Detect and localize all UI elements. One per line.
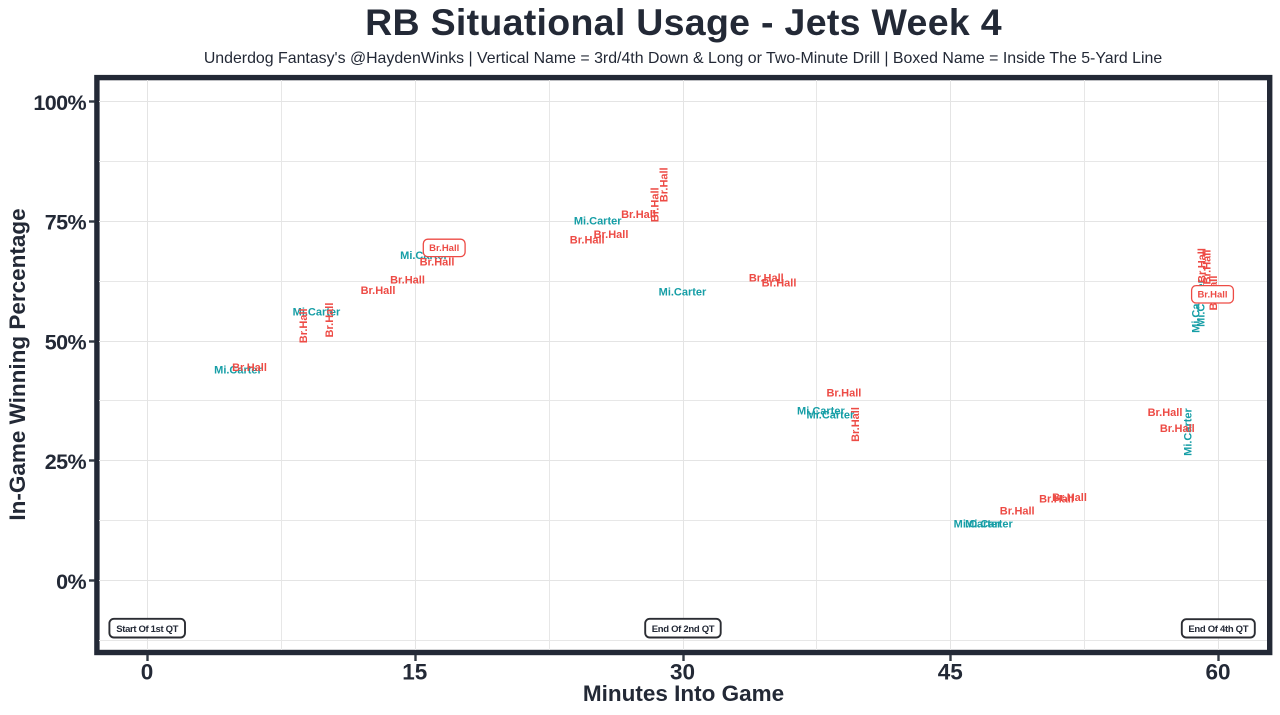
svg-text:Mi.Carter: Mi.Carter	[965, 519, 1013, 531]
svg-text:Br.Hall: Br.Hall	[594, 229, 629, 241]
svg-text:45: 45	[938, 659, 963, 684]
svg-text:Br.Hall: Br.Hall	[298, 308, 310, 343]
svg-text:Br.Hall: Br.Hall	[324, 303, 336, 338]
svg-text:100%: 100%	[33, 91, 86, 115]
svg-text:0%: 0%	[56, 570, 86, 594]
svg-text:Underdog Fantasy's @HaydenWink: Underdog Fantasy's @HaydenWinks | Vertic…	[204, 50, 1163, 67]
svg-text:Minutes Into Game: Minutes Into Game	[583, 681, 784, 706]
svg-text:Br.Hall: Br.Hall	[658, 167, 670, 202]
svg-text:Br.Hall: Br.Hall	[1160, 423, 1195, 435]
svg-text:30: 30	[670, 659, 695, 684]
svg-text:In-Game Winning Percentage: In-Game Winning Percentage	[5, 208, 30, 520]
svg-text:Br.Hall: Br.Hall	[390, 275, 425, 287]
svg-text:60: 60	[1205, 659, 1230, 684]
svg-text:75%: 75%	[45, 211, 87, 235]
svg-text:Br.Hall: Br.Hall	[1202, 250, 1214, 285]
svg-text:Br.Hall: Br.Hall	[1039, 494, 1074, 506]
svg-text:RB Situational Usage - Jets We: RB Situational Usage - Jets Week 4	[365, 1, 1002, 43]
svg-text:Br.Hall: Br.Hall	[361, 285, 396, 297]
svg-text:End Of 2nd QT: End Of 2nd QT	[652, 624, 715, 635]
svg-text:0: 0	[141, 659, 154, 684]
svg-text:50%: 50%	[45, 330, 87, 354]
svg-text:Mi.Carter: Mi.Carter	[1182, 407, 1194, 455]
svg-text:Start Of 1st QT: Start Of 1st QT	[116, 624, 178, 635]
svg-text:Br.Hall: Br.Hall	[232, 362, 267, 374]
svg-text:25%: 25%	[45, 450, 87, 474]
svg-text:Mi.Carter: Mi.Carter	[659, 286, 707, 298]
svg-text:Mi.Carter: Mi.Carter	[807, 409, 855, 421]
svg-text:Br.Hall: Br.Hall	[1197, 290, 1227, 301]
svg-text:15: 15	[402, 659, 427, 684]
svg-text:Br.Hall: Br.Hall	[1000, 505, 1035, 517]
svg-text:Br.Hall: Br.Hall	[749, 272, 784, 284]
svg-text:Mi.Carter: Mi.Carter	[574, 216, 622, 228]
svg-text:End Of 4th QT: End Of 4th QT	[1188, 624, 1248, 635]
svg-text:Br.Hall: Br.Hall	[649, 187, 661, 222]
svg-text:Br.Hall: Br.Hall	[762, 278, 797, 290]
svg-text:Mi.Carter: Mi.Carter	[797, 405, 845, 417]
svg-text:Br.Hall: Br.Hall	[826, 388, 861, 400]
svg-text:Mi.Carter: Mi.Carter	[293, 306, 341, 318]
svg-text:Br.Hall: Br.Hall	[850, 407, 862, 442]
svg-text:Br.Hall: Br.Hall	[570, 235, 605, 247]
svg-text:Mi.Carter: Mi.Carter	[214, 365, 262, 377]
svg-text:Br.Hall: Br.Hall	[1197, 248, 1209, 283]
svg-text:Br.Hall: Br.Hall	[1148, 407, 1183, 419]
svg-text:Br.Hall: Br.Hall	[429, 243, 459, 254]
svg-text:Mi.Carter: Mi.Carter	[954, 519, 1002, 531]
svg-text:Br.Hall: Br.Hall	[1052, 492, 1087, 504]
svg-text:Br.Hall: Br.Hall	[621, 209, 656, 221]
svg-text:Br.Hall: Br.Hall	[420, 257, 455, 269]
